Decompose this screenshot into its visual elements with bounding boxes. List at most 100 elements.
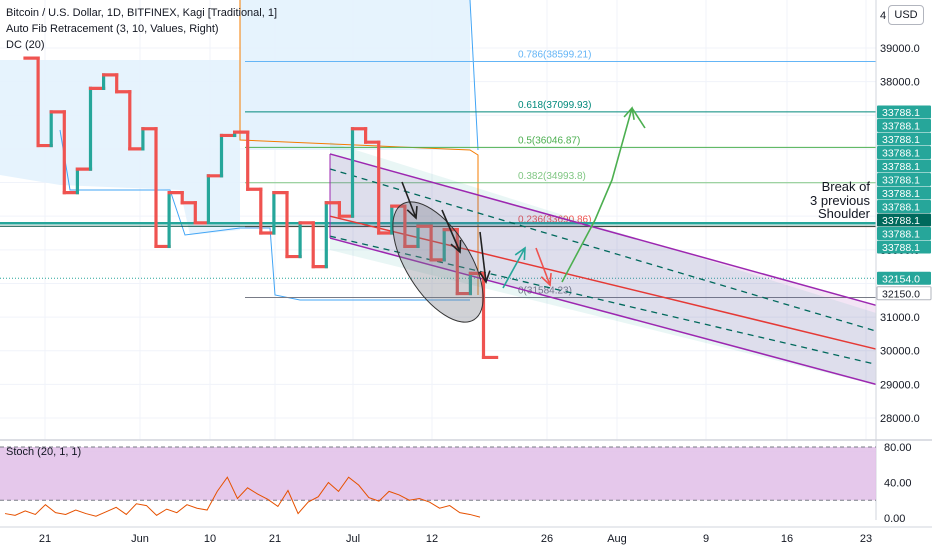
- fib-level-label: 0.236(33690.86): [518, 215, 591, 226]
- time-tick-label: 12: [426, 533, 438, 545]
- dc-upper: [469, 0, 479, 151]
- dc-lower: [59, 129, 470, 301]
- price-tick-label: 29000.0: [880, 379, 920, 391]
- channel-lower: [329, 237, 877, 386]
- donchian-channel: [0, 0, 479, 301]
- time-tick-label: 21: [39, 533, 51, 545]
- dc-basis: [239, 0, 479, 295]
- price-badge-text: 33788.1: [882, 107, 920, 119]
- price-badge: [877, 271, 931, 285]
- kagi-series: [23, 56, 499, 360]
- dc-fill: [250, 60, 470, 150]
- currency-button[interactable]: USD: [888, 5, 924, 25]
- price-badge: [877, 213, 931, 227]
- chart-legend: Bitcoin / U.S. Dollar, 1D, BITFINEX, Kag…: [6, 5, 277, 53]
- price-badge-text: 33788.1: [882, 215, 920, 227]
- break-line-3: Shoulder: [817, 206, 870, 221]
- fib-level-label: 0.382(34993.8): [518, 171, 586, 182]
- fib-level-label: 0(31584.23): [518, 285, 572, 296]
- price-badge: [877, 119, 931, 132]
- break-line-1: Break of: [821, 179, 870, 194]
- channel-quarter-lower: [329, 235, 877, 365]
- support-level: [0, 222, 876, 279]
- down-arrow: [441, 209, 461, 253]
- stoch-tick-label: 0.00: [884, 513, 905, 525]
- break-annotation: Break of 3 previous Shoulder: [790, 180, 870, 221]
- fib-retracement: 0.786(38599.21) 0.618(37099.93) 0.5(36046.…: [245, 49, 876, 298]
- time-tick-label: Jul: [346, 533, 360, 545]
- annotations: [392, 106, 646, 323]
- stoch-tick-label: 40.00: [884, 478, 912, 490]
- down-arrow-head: [478, 270, 491, 284]
- price-tick-label: 38000.0: [880, 77, 920, 89]
- price-badge-text: 33788.1: [882, 161, 920, 173]
- stoch-legend[interactable]: Stoch (20, 1, 1): [6, 446, 82, 458]
- price-tick-label: 4: [880, 10, 886, 22]
- break-line-2: 3 previous: [810, 192, 870, 208]
- price-badge-text: 33788.1: [882, 188, 920, 200]
- price-badge-text: 33788.1: [882, 202, 920, 214]
- stoch-line: [4, 476, 481, 518]
- price-badge: [877, 227, 931, 240]
- price-badge-text: 32150.0: [882, 288, 920, 300]
- time-tick-label: 16: [781, 533, 793, 545]
- price-badge: [877, 146, 931, 159]
- fib-level-label: 0.5(36046.87): [518, 135, 580, 146]
- channel-inner-fill: [330, 141, 876, 386]
- fib-level-label: 0.786(38599.21): [518, 49, 591, 60]
- price-badge: [876, 286, 932, 301]
- time-tick-label: 23: [860, 533, 872, 545]
- retest-arrow-head: [540, 272, 552, 287]
- time-tick-label: Aug: [607, 533, 627, 545]
- down-arrow-head: [406, 205, 418, 220]
- legend-fib[interactable]: Auto Fib Retracement (3, 10, Values, Rig…: [6, 23, 219, 35]
- price-badge: [877, 186, 931, 200]
- legend-symbol[interactable]: Bitcoin / U.S. Dollar, 1D, BITFINEX, Kag…: [6, 7, 278, 19]
- price-tick-label: 28000.0: [880, 413, 920, 425]
- price-badge-text: 33788.1: [882, 175, 920, 187]
- breakout-arrow-head: [631, 107, 646, 129]
- price-badge: [877, 132, 931, 146]
- price-badge-text: 33788.1: [882, 121, 920, 133]
- price-badge-text: 32154.0: [882, 273, 920, 285]
- time-tick-label: 26: [541, 533, 553, 545]
- time-tick-label: 9: [703, 533, 709, 545]
- price-badge: [877, 105, 931, 119]
- time-tick-label: Jun: [131, 533, 149, 545]
- highlight-ellipse: [392, 201, 484, 323]
- fib-level-label: 0.618(37099.93): [518, 100, 591, 111]
- channel-median: [329, 215, 877, 350]
- price-tick-label: 39000.0: [880, 43, 920, 55]
- descending-channel: [329, 141, 877, 386]
- bounce-arrow: [502, 247, 526, 289]
- stoch-band: [0, 447, 876, 501]
- down-arrow: [479, 231, 487, 283]
- price-badge: [877, 240, 931, 254]
- price-badge: [877, 159, 931, 173]
- time-axis: 21 Jun 10 21 Jul 12 26 Aug 9 16 23: [0, 526, 932, 545]
- channel-upper: [329, 153, 877, 307]
- time-tick-label: 21: [269, 533, 281, 545]
- price-badge-text: 33788.1: [882, 134, 920, 146]
- stoch-tick-label: 80.00: [884, 442, 912, 454]
- channel-fill: [330, 153, 876, 385]
- down-arrow: [401, 181, 417, 219]
- price-axis: 39000.038000.033000.031000.030000.029000…: [875, 0, 932, 520]
- price-badge-text: 33788.1: [882, 148, 920, 160]
- price-badge-text: 33788.1: [882, 229, 920, 241]
- price-badge: [877, 200, 931, 213]
- dc-fill: [0, 60, 240, 235]
- stoch-pane: 80.00 40.00 0.00: [0, 439, 932, 525]
- bounce-arrow-head: [514, 246, 526, 261]
- time-tick-label: 10: [204, 533, 216, 545]
- down-arrow-head: [450, 239, 462, 254]
- legend-dc[interactable]: DC (20): [6, 39, 45, 51]
- price-tick-label: 30000.0: [880, 346, 920, 358]
- channel-quarter-upper: [329, 168, 877, 332]
- price-badge: [877, 173, 931, 186]
- breakout-arrow: [561, 107, 633, 283]
- price-badge-text: 33788.1: [882, 242, 920, 254]
- retest-arrow: [535, 247, 551, 286]
